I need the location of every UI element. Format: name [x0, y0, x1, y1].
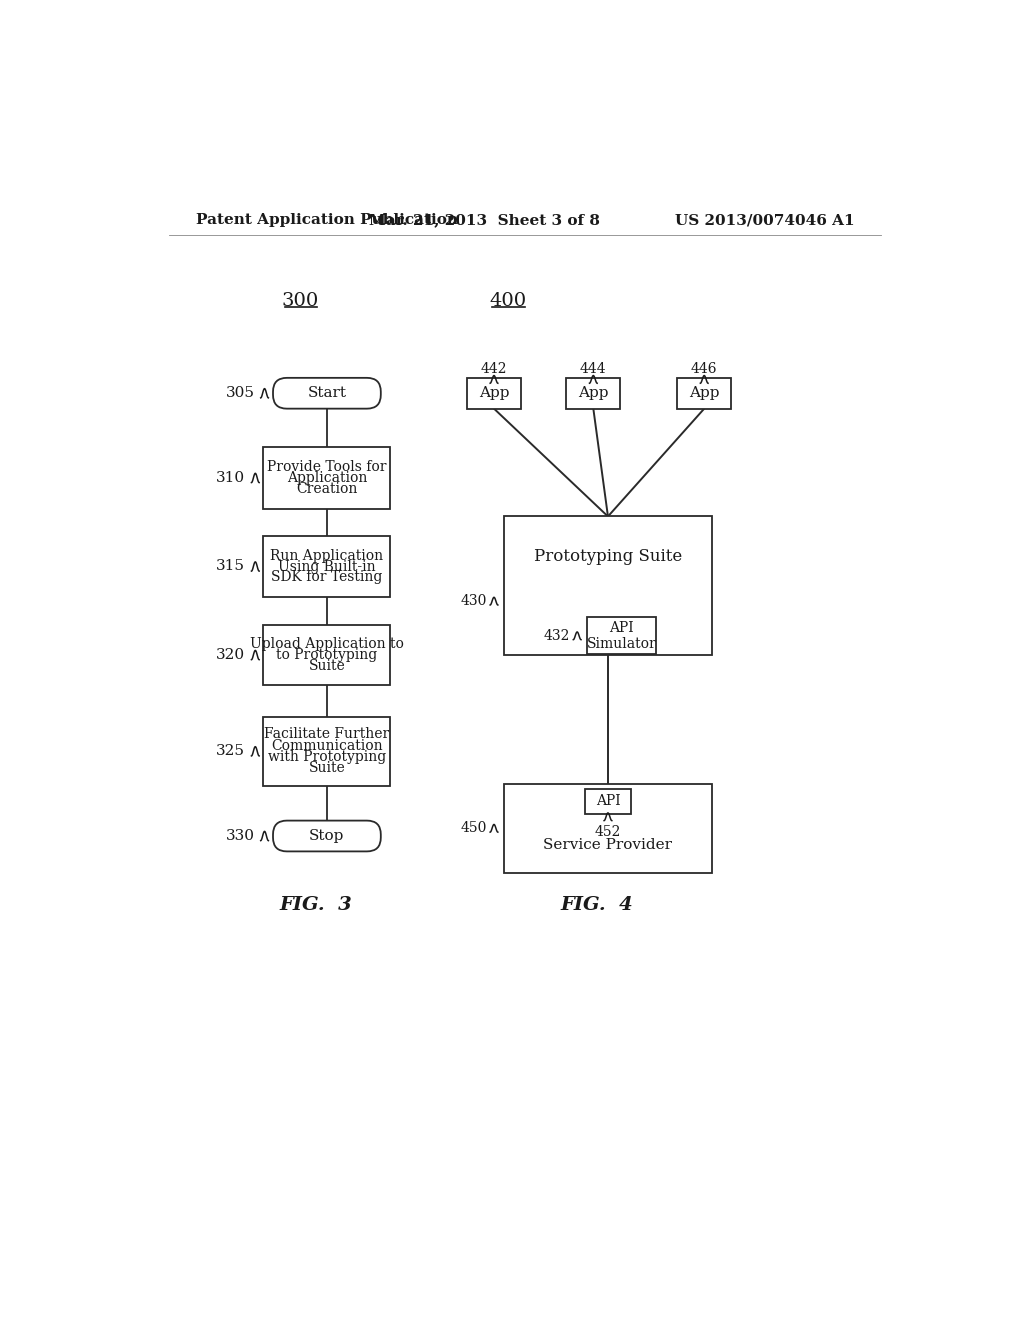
Text: 442: 442 [480, 362, 507, 376]
Text: FIG.  4: FIG. 4 [560, 896, 633, 915]
Text: 450: 450 [461, 821, 487, 836]
Text: FIG.  3: FIG. 3 [279, 896, 351, 915]
FancyBboxPatch shape [273, 378, 381, 409]
Text: 315: 315 [216, 560, 246, 573]
Text: App: App [579, 387, 608, 400]
Text: 432: 432 [544, 628, 570, 643]
Text: Service Provider: Service Provider [544, 838, 673, 853]
Text: Simulator: Simulator [587, 636, 656, 651]
Text: Facilitate Further: Facilitate Further [264, 727, 389, 742]
Text: to Prototyping: to Prototyping [276, 648, 378, 663]
Text: App: App [479, 387, 509, 400]
Text: Start: Start [307, 387, 346, 400]
Bar [504, 784, 712, 873]
Text: Application: Application [287, 471, 367, 484]
Text: Patent Application Publication: Patent Application Publication [196, 213, 458, 227]
Text: 305: 305 [225, 387, 255, 400]
Text: 452: 452 [595, 825, 622, 840]
Text: Upload Application to: Upload Application to [250, 638, 403, 651]
Text: Creation: Creation [296, 482, 357, 496]
FancyBboxPatch shape [273, 821, 381, 851]
Bar [467, 378, 521, 409]
Text: API: API [609, 622, 634, 635]
Bar [263, 536, 390, 597]
Text: Suite: Suite [308, 659, 345, 673]
Text: 444: 444 [580, 362, 606, 376]
Text: with Prototyping: with Prototyping [268, 750, 386, 764]
Bar [587, 618, 656, 655]
Text: Communication: Communication [271, 739, 383, 752]
Text: Run Application: Run Application [270, 549, 383, 562]
Text: 446: 446 [691, 362, 718, 376]
Text: US 2013/0074046 A1: US 2013/0074046 A1 [675, 213, 854, 227]
Bar [504, 516, 712, 655]
Text: 330: 330 [225, 829, 255, 843]
Text: API: API [596, 795, 621, 808]
Bar [263, 447, 390, 508]
Text: SDK for Testing: SDK for Testing [271, 570, 383, 585]
Text: Mar. 21, 2013  Sheet 3 of 8: Mar. 21, 2013 Sheet 3 of 8 [370, 213, 600, 227]
Bar [585, 789, 631, 813]
Text: 430: 430 [461, 594, 487, 609]
Bar [263, 626, 390, 685]
Text: Provide Tools for: Provide Tools for [267, 461, 387, 474]
Text: Stop: Stop [309, 829, 345, 843]
Bar [263, 717, 390, 785]
Text: 300: 300 [282, 292, 318, 310]
Text: 400: 400 [489, 292, 526, 310]
Text: App: App [689, 387, 720, 400]
Bar [677, 378, 731, 409]
Text: Prototyping Suite: Prototyping Suite [534, 548, 682, 565]
Text: 320: 320 [216, 648, 246, 663]
Text: 325: 325 [216, 744, 246, 758]
Text: Suite: Suite [308, 762, 345, 775]
Text: 310: 310 [216, 471, 246, 484]
Bar [566, 378, 621, 409]
Text: Using Built-in: Using Built-in [279, 560, 376, 573]
